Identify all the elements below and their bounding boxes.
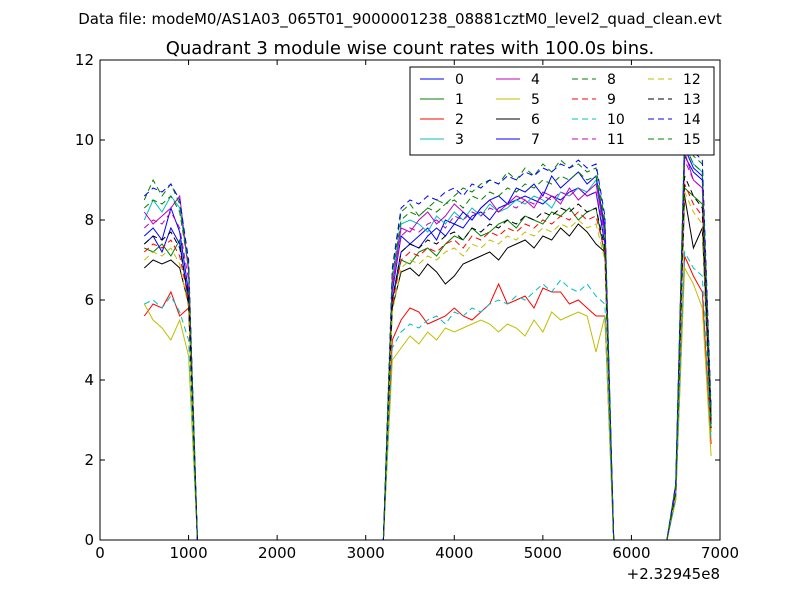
x-tick-label: 3000 xyxy=(347,544,385,562)
x-axis-offset-label: +2.32945e8 xyxy=(627,565,720,583)
series-line-14 xyxy=(143,134,712,541)
series-line-9 xyxy=(143,183,712,541)
legend-label-7: 7 xyxy=(531,132,540,148)
series-line-7 xyxy=(143,147,712,541)
series-line-5 xyxy=(143,266,712,541)
x-tick-label: 6000 xyxy=(612,544,650,562)
x-tick-label: 0 xyxy=(95,544,105,562)
y-tick-label: 10 xyxy=(75,131,94,149)
x-tick-label: 2000 xyxy=(258,544,296,562)
legend-box xyxy=(409,66,715,156)
series-line-10 xyxy=(144,250,712,541)
legend-label-8: 8 xyxy=(607,72,616,88)
x-tick-label: 5000 xyxy=(524,544,562,562)
legend-label-12: 12 xyxy=(683,72,701,88)
series-line-0 xyxy=(143,154,712,541)
legend-label-10: 10 xyxy=(607,112,625,128)
series-line-1 xyxy=(144,186,712,541)
x-tick-label: 7000 xyxy=(701,544,739,562)
series-line-15 xyxy=(143,143,712,541)
legend-label-5: 5 xyxy=(531,92,540,108)
legend-label-3: 3 xyxy=(455,132,464,148)
legend-label-14: 14 xyxy=(683,112,701,128)
chart-title: Quadrant 3 module wise count rates with … xyxy=(166,38,655,59)
y-tick-label: 2 xyxy=(84,451,94,469)
legend-label-15: 15 xyxy=(683,132,701,148)
series-line-4 xyxy=(143,151,712,541)
legend-label-6: 6 xyxy=(531,112,540,128)
chart-suptitle: Data file: modeM0/AS1A03_065T01_90000012… xyxy=(78,10,722,29)
x-tick-label: 1000 xyxy=(169,544,207,562)
legend-label-13: 13 xyxy=(683,92,701,108)
series-line-3 xyxy=(143,143,712,541)
y-tick-label: 6 xyxy=(84,291,94,309)
series-line-8 xyxy=(143,131,712,541)
y-tick-label: 4 xyxy=(84,371,94,389)
y-tick-label: 0 xyxy=(84,531,94,549)
series-line-12 xyxy=(143,191,712,541)
series-line-11 xyxy=(143,159,712,541)
legend-label-1: 1 xyxy=(455,92,464,108)
y-tick-label: 8 xyxy=(84,211,94,229)
series-layer xyxy=(143,131,712,541)
legend-label-2: 2 xyxy=(455,112,464,128)
y-tick-label: 12 xyxy=(75,51,94,69)
legend-label-4: 4 xyxy=(531,72,540,88)
series-line-13 xyxy=(143,175,712,541)
series-line-2 xyxy=(143,255,712,541)
x-tick-label: 4000 xyxy=(435,544,473,562)
legend-label-0: 0 xyxy=(455,72,464,88)
legend-label-9: 9 xyxy=(607,92,616,108)
legend-label-11: 11 xyxy=(607,132,625,148)
